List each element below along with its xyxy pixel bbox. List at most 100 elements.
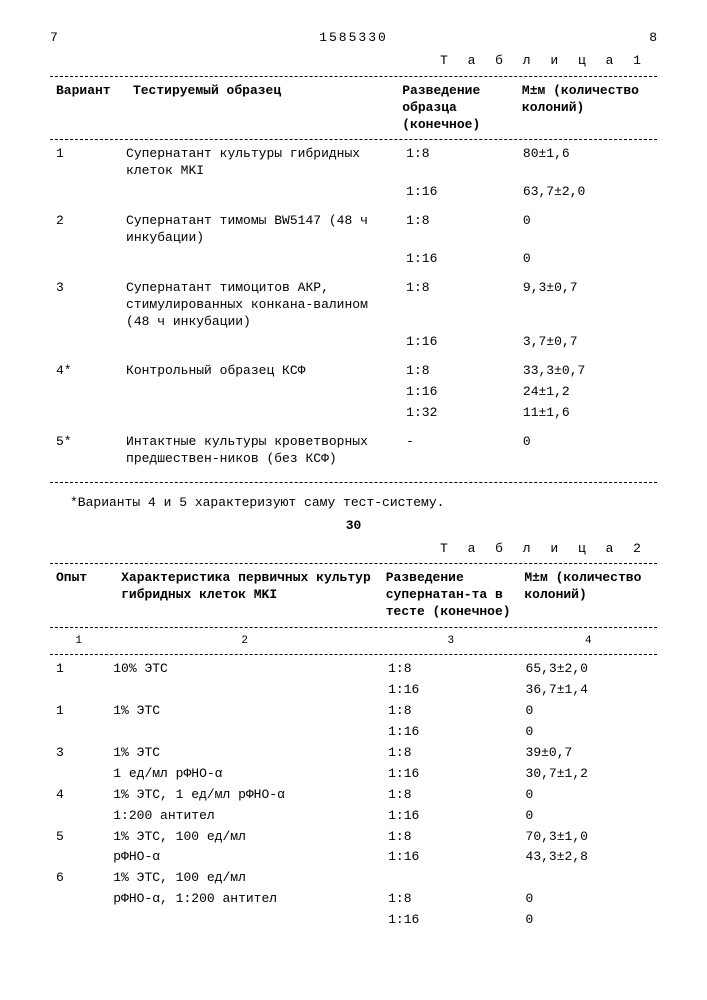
cell-opyt (50, 764, 107, 785)
cell-sample (120, 403, 400, 424)
cell-sample: Интактные культуры кроветворных предшест… (120, 432, 400, 470)
subhead-4: 4 (520, 632, 657, 650)
cell-result: 65,3±2,0 (520, 659, 657, 680)
cell-result: 0 (517, 211, 657, 249)
table-row: 5*Интактные культуры кроветворных предше… (50, 432, 657, 470)
rule (50, 139, 657, 140)
cell-variant (50, 249, 120, 270)
cell-result: 70,3±1,0 (520, 827, 657, 848)
cell-sample (120, 249, 400, 270)
cell-char: 1 ед/мл рФНО-α (107, 764, 382, 785)
col-variant: Вариант (50, 81, 127, 136)
cell-variant (50, 332, 120, 353)
cell-dilution: 1:16 (400, 182, 517, 203)
cell-result: 0 (520, 722, 657, 743)
table-row: 2Супернатант тимомы BW5147 (48 ч инкубац… (50, 211, 657, 249)
table1-footnote: *Варианты 4 и 5 характеризуют саму тест-… (70, 495, 657, 512)
col-result: М±м (количество колоний) (516, 81, 657, 136)
cell-dilution: 1:16 (400, 382, 517, 403)
cell-dilution: 1:8 (382, 785, 519, 806)
table-row: 3Супернатант тимоцитов АКР, стимулирован… (50, 278, 657, 333)
cell-result: 80±1,6 (517, 144, 657, 182)
col-result: М±м (количество колоний) (518, 568, 657, 623)
cell-result: 63,7±2,0 (517, 182, 657, 203)
cell-dilution: 1:16 (382, 680, 519, 701)
table1: Вариант Тестируемый образец Разведение о… (50, 81, 657, 136)
cell-sample: Супернатант культуры гибридных клеток MK… (120, 144, 400, 182)
cell-char: 1% ЭТС, 1 ед/мл рФНО-α (107, 785, 382, 806)
cell-dilution: 1:8 (400, 211, 517, 249)
cell-dilution: 1:16 (382, 764, 519, 785)
table-row: 1:163,7±0,7 (50, 332, 657, 353)
table-row: 61% ЭТС, 100 ед/мл (50, 868, 657, 889)
cell-char (107, 722, 382, 743)
rule (50, 654, 657, 655)
cell-opyt: 6 (50, 868, 107, 889)
cell-char: рФНО-α (107, 847, 382, 868)
page-header: 7 1585330 8 (50, 30, 657, 47)
table-row: 11% ЭТС1:80 (50, 701, 657, 722)
cell-dilution: 1:16 (382, 722, 519, 743)
table1-caption: Т а б л и ц а 1 (50, 53, 647, 70)
cell-char: 1% ЭТС (107, 743, 382, 764)
col-sample: Тестируемый образец (127, 81, 396, 136)
cell-result: 36,7±1,4 (520, 680, 657, 701)
rule (50, 76, 657, 77)
table-row: 1:1624±1,2 (50, 382, 657, 403)
cell-char: 1% ЭТС (107, 701, 382, 722)
document-number: 1585330 (58, 30, 649, 47)
cell-dilution: 1:32 (400, 403, 517, 424)
cell-opyt: 5 (50, 827, 107, 848)
cell-dilution: 1:8 (382, 659, 519, 680)
table-row: 1:160 (50, 722, 657, 743)
table-row: 1:200 антител1:160 (50, 806, 657, 827)
cell-char (107, 680, 382, 701)
cell-result: 0 (520, 785, 657, 806)
cell-opyt: 1 (50, 701, 107, 722)
cell-dilution: 1:8 (382, 701, 519, 722)
cell-dilution: 1:16 (382, 806, 519, 827)
cell-dilution: 1:8 (382, 827, 519, 848)
col-char: Характеристика первичных культур гибридн… (115, 568, 380, 623)
cell-char: 1:200 антител (107, 806, 382, 827)
cell-dilution: 1:8 (382, 889, 519, 910)
cell-result: 0 (520, 701, 657, 722)
table-row: 31% ЭТС1:839±0,7 (50, 743, 657, 764)
cell-variant (50, 382, 120, 403)
spacer-row (50, 203, 657, 211)
cell-opyt: 1 (50, 659, 107, 680)
cell-variant (50, 403, 120, 424)
table2-subhead-row: 1 2 3 4 (50, 632, 657, 650)
cell-opyt (50, 722, 107, 743)
cell-opyt (50, 847, 107, 868)
rule (50, 563, 657, 564)
cell-result: 30,7±1,2 (520, 764, 657, 785)
cell-sample (120, 382, 400, 403)
cell-dilution: 1:8 (382, 743, 519, 764)
table-row: 1:160 (50, 910, 657, 931)
spacer-row (50, 424, 657, 432)
table2: Опыт Характеристика первичных культур ги… (50, 568, 657, 623)
cell-opyt (50, 680, 107, 701)
table-row: 1:1636,7±1,4 (50, 680, 657, 701)
col-dilution: Разведение супернатан-та в тесте (конечн… (380, 568, 519, 623)
rule (50, 482, 657, 483)
table2-body: 110% ЭТС1:865,3±2,01:1636,7±1,411% ЭТС1:… (50, 659, 657, 931)
cell-variant: 4* (50, 361, 120, 382)
table2-caption: Т а б л и ц а 2 (50, 541, 647, 558)
cell-dilution: 1:16 (382, 847, 519, 868)
cell-variant: 2 (50, 211, 120, 249)
mid-marker: 30 (50, 518, 657, 535)
table-row: 1:3211±1,6 (50, 403, 657, 424)
page-number-right: 8 (649, 30, 657, 47)
table-row: 110% ЭТС1:865,3±2,0 (50, 659, 657, 680)
cell-dilution: 1:16 (382, 910, 519, 931)
table-row: 41% ЭТС, 1 ед/мл рФНО-α1:80 (50, 785, 657, 806)
cell-dilution: 1:8 (400, 361, 517, 382)
cell-opyt (50, 889, 107, 910)
cell-opyt: 3 (50, 743, 107, 764)
table-row: 1:160 (50, 249, 657, 270)
cell-dilution: 1:16 (400, 332, 517, 353)
page-number-left: 7 (50, 30, 58, 47)
table-row: 4*Контрольный образец КСФ1:833,3±0,7 (50, 361, 657, 382)
